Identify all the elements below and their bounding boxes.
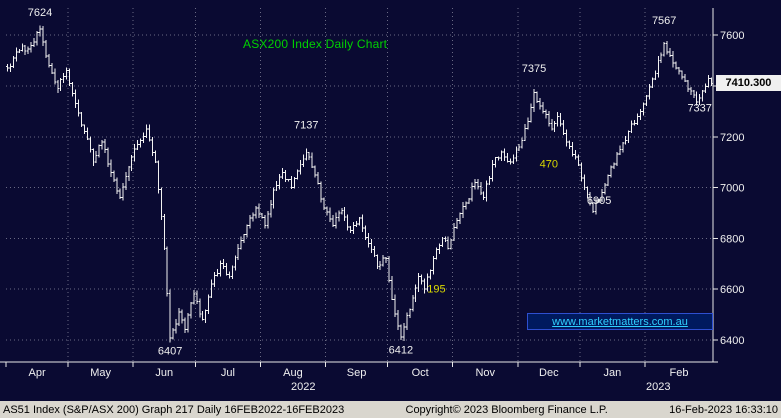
ohlc-bars	[6, 25, 713, 343]
price-annotation: 470	[540, 158, 558, 170]
price-annotation: 6905	[587, 195, 611, 207]
status-bar: AS51 Index (S&P/ASX 200) Graph 217 Daily…	[0, 401, 781, 418]
price-annotation: 7375	[522, 63, 546, 75]
price-annotation: 6412	[389, 345, 413, 357]
price-annotation: 7624	[28, 7, 52, 19]
month-label: Oct	[412, 367, 429, 379]
y-axis-label: 6600	[720, 284, 744, 296]
month-label: Jul	[221, 367, 235, 379]
status-timestamp: 16-Feb-2023 16:33:10	[669, 403, 779, 416]
marketmatters-link[interactable]: www.marketmatters.com.au	[527, 313, 713, 330]
status-instrument-text: AS51 Index (S&P/ASX 200) Graph 217 Daily…	[3, 403, 345, 416]
month-label: Jun	[155, 367, 173, 379]
y-axis-label: 7600	[720, 30, 744, 42]
y-axis-label: 6400	[720, 335, 744, 347]
price-annotation: 6407	[158, 346, 182, 358]
y-axis-label: 6800	[720, 233, 744, 245]
status-copyright-text: Copyright© 2023 Bloomberg Finance L.P.	[405, 403, 608, 416]
month-label: Aug	[283, 367, 303, 379]
y-axis-label: 7000	[720, 183, 744, 195]
last-price-badge: 7410.300	[716, 75, 781, 91]
price-annotation: 7337	[687, 103, 711, 115]
month-label: Feb	[669, 367, 688, 379]
price-annotation: 195	[427, 284, 445, 296]
y-axis-label: 7200	[720, 132, 744, 144]
year-label: 2022	[291, 381, 315, 393]
chart-title: ASX200 Index Daily Chart	[243, 37, 388, 51]
year-label: 2023	[646, 381, 670, 393]
month-label: Apr	[28, 367, 45, 379]
month-label: Nov	[475, 367, 495, 379]
month-label: Dec	[539, 367, 559, 379]
price-annotation: 7567	[652, 15, 676, 27]
month-label: Sep	[347, 367, 367, 379]
month-label: Jan	[604, 367, 622, 379]
month-label: May	[90, 367, 111, 379]
price-annotation: 7137	[294, 120, 318, 132]
